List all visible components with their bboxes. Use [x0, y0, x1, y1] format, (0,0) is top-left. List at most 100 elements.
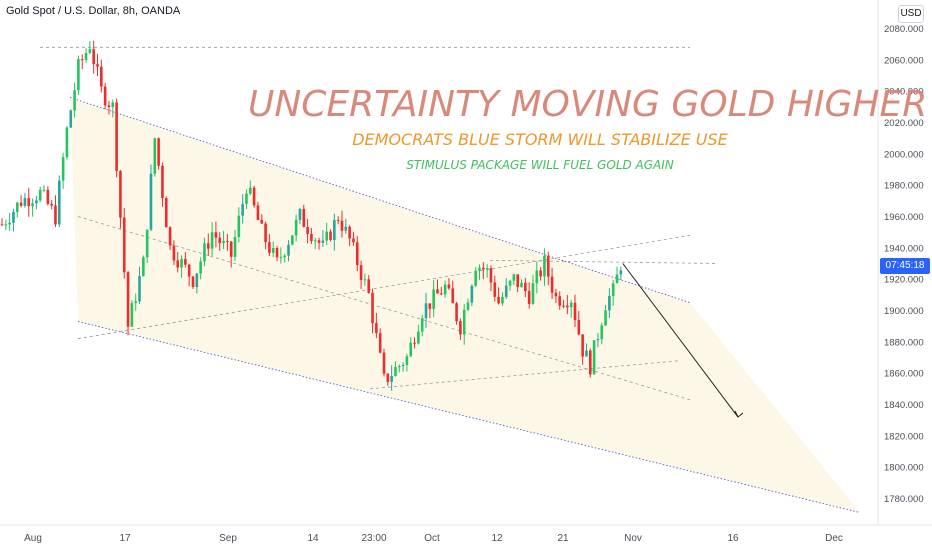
candle-body	[352, 238, 355, 243]
candle-body	[191, 276, 195, 288]
candle-body	[58, 180, 61, 225]
candle-body	[210, 232, 214, 249]
support-line	[369, 360, 681, 390]
candle-body	[241, 203, 244, 216]
price-tick-label: 1800.000	[884, 463, 924, 474]
time-tick-label: 14	[307, 533, 319, 544]
candle-body	[15, 202, 19, 212]
candle-body	[176, 260, 180, 268]
candle-body	[206, 243, 210, 249]
candle-body	[96, 64, 99, 67]
price-tick-label: 2060.000	[884, 55, 924, 66]
price-tick-label: 1920.000	[884, 275, 924, 286]
candle-body	[294, 219, 298, 236]
candle-body	[447, 284, 451, 289]
candle-body	[218, 237, 222, 244]
price-tick-label: 1900.000	[884, 306, 924, 317]
candle-body	[566, 305, 569, 308]
candle-body	[608, 295, 611, 311]
candle-body	[482, 267, 485, 270]
candle-body	[504, 285, 508, 297]
resistance-line-current	[489, 259, 719, 264]
candle-body	[401, 364, 405, 367]
candle-body	[229, 241, 233, 257]
candle-body	[367, 279, 371, 293]
price-tick-label: 1780.000	[884, 494, 924, 505]
candle-body	[329, 231, 332, 240]
candle-body	[501, 296, 504, 304]
time-tick-label: 12	[491, 533, 503, 544]
candle-body	[264, 223, 267, 243]
candle-body	[390, 376, 393, 382]
candle-body	[604, 310, 607, 326]
candle-body	[569, 302, 573, 308]
candle-body	[256, 205, 260, 220]
candle-body	[8, 222, 11, 225]
candle-body	[375, 323, 378, 334]
candle-body	[19, 202, 23, 206]
candle-body	[61, 157, 65, 181]
projection-arrow-head	[734, 410, 744, 418]
candle-body	[386, 373, 390, 382]
candle-body	[451, 288, 455, 304]
candle-body	[271, 248, 275, 253]
candle-body	[562, 305, 565, 307]
candle-body	[535, 270, 539, 284]
candle-body	[420, 318, 424, 332]
channel-fill	[70, 97, 860, 513]
candle-body	[275, 248, 279, 258]
candle-body	[12, 211, 15, 223]
candle-body	[252, 187, 256, 206]
candle-body	[46, 189, 50, 204]
candle-body	[65, 127, 69, 158]
candle-body	[107, 105, 111, 107]
channel-upper-line	[69, 97, 691, 304]
candle-body	[42, 189, 46, 191]
candle-body	[142, 257, 145, 277]
symbol-title: Gold Spot / U.S. Dollar, 8h, OANDA	[6, 5, 181, 17]
time-tick-label: 16	[727, 533, 739, 544]
candle-body	[310, 233, 313, 242]
price-tick-label: 2000.000	[884, 149, 924, 160]
rising-trendline	[77, 234, 691, 340]
candle-body	[268, 242, 271, 253]
price-countdown-tag: 07:45:18	[880, 258, 930, 274]
candle-body	[103, 86, 107, 106]
candle-body	[321, 240, 325, 243]
candle-body	[596, 339, 600, 341]
headline-text: UNCERTAINTY MOVING GOLD HIGHER	[248, 84, 928, 125]
candle-body	[35, 200, 38, 204]
candle-body	[459, 321, 462, 335]
candle-body	[126, 272, 130, 327]
candle-body	[443, 284, 447, 295]
candle-body	[111, 102, 115, 107]
candle-body	[279, 257, 283, 259]
candle-body	[88, 49, 92, 53]
candle-body	[50, 203, 53, 206]
candle-body	[317, 240, 321, 243]
time-tick-label: Nov	[624, 533, 642, 544]
candle-body	[195, 273, 199, 288]
candle-body	[306, 226, 309, 234]
candle-body	[619, 270, 623, 275]
candle-body	[149, 173, 153, 230]
candle-body	[413, 342, 416, 344]
candle-body	[226, 240, 229, 242]
subheadline-text-1: DEMOCRATS BLUE STORM WILL STABILIZE USE	[352, 130, 728, 149]
currency-button[interactable]: USD	[898, 5, 924, 23]
candle-body	[615, 274, 619, 284]
time-tick-label: Dec	[825, 533, 843, 544]
candle-body	[462, 309, 466, 335]
candle-body	[291, 235, 294, 245]
candle-body	[199, 261, 202, 274]
candle-body	[130, 303, 134, 327]
candle-body	[478, 267, 481, 271]
candle-body	[550, 276, 554, 293]
candle-body	[363, 279, 367, 281]
candle-body	[546, 255, 550, 277]
candle-body	[233, 237, 237, 257]
candle-body	[168, 227, 172, 246]
candle-body	[581, 334, 584, 357]
